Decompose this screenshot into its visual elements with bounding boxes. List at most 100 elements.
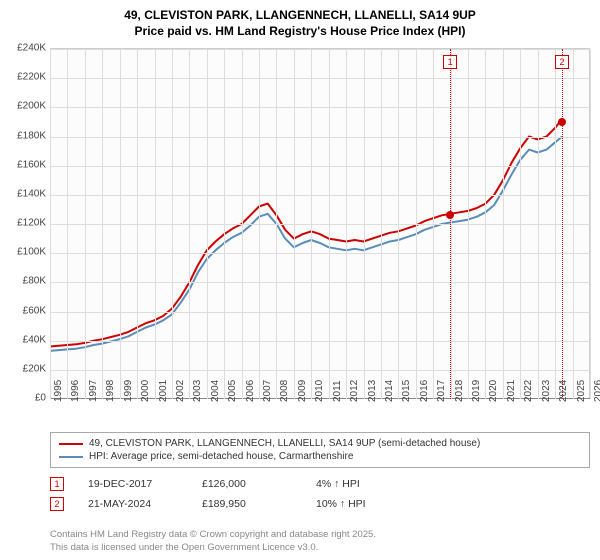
gridline-h [50,49,590,50]
x-axis-label: 2017 [436,380,447,402]
footer-line-1: Contains HM Land Registry data © Crown c… [50,529,376,541]
legend-label: HPI: Average price, semi-detached house,… [89,451,353,462]
x-axis-label: 2021 [506,380,517,402]
y-axis-label: £100K [17,247,46,258]
transaction-date: 21-MAY-2024 [88,498,178,510]
legend-box: 49, CLEVISTON PARK, LLANGENNECH, LLANELL… [50,432,590,468]
title-line-2: Price paid vs. HM Land Registry's House … [0,24,600,40]
x-axis-label: 1999 [123,380,134,402]
x-axis-label: 2025 [576,380,587,402]
gridline-v [172,49,173,399]
legend-swatch [59,443,83,445]
gridline-v [364,49,365,399]
x-axis-label: 2001 [158,380,169,402]
gridline-v [346,49,347,399]
marker-line [450,49,451,399]
x-axis-label: 2002 [175,380,186,402]
x-axis-label: 2019 [471,380,482,402]
x-axis-label: 2018 [454,380,465,402]
x-axis-label: 2013 [367,380,378,402]
y-axis-label: £40K [23,334,46,345]
x-axis-label: 2005 [227,380,238,402]
legend-row: 49, CLEVISTON PARK, LLANGENNECH, LLANELL… [59,437,581,450]
y-axis-label: £20K [23,363,46,374]
gridline-v [311,49,312,399]
gridline-v [294,49,295,399]
gridline-v [155,49,156,399]
gridline-v [137,49,138,399]
transaction-table: 119-DEC-2017£126,0004% ↑ HPI 2 21-MAY-2024… [50,474,590,514]
gridline-v [224,49,225,399]
y-axis-label: £60K [23,305,46,316]
gridline-v [381,49,382,399]
y-axis-label: £120K [17,218,46,229]
gridline-h [50,341,590,342]
gridline-v [102,49,103,399]
y-axis-label: £240K [17,43,46,54]
gridline-h [50,78,590,79]
y-axis-label: £200K [17,101,46,112]
x-axis-label: 2003 [192,380,203,402]
transaction-date: 19-DEC-2017 [88,478,178,490]
x-axis-label: 2007 [262,380,273,402]
x-axis-label: 1998 [105,380,116,402]
gridline-h [50,282,590,283]
y-axis-label: £80K [23,276,46,287]
gridline-h [50,166,590,167]
x-axis-label: 2015 [401,380,412,402]
x-axis-label: 2026 [593,380,600,402]
gridline-v [590,49,591,399]
gridline-v [259,49,260,399]
gridline-v [242,49,243,399]
gridline-h [50,195,590,196]
gridline-v [120,49,121,399]
gridline-h [50,253,590,254]
x-axis-label: 2008 [279,380,290,402]
chart-container: 49, CLEVISTON PARK, LLANGENNECH, LLANELL… [0,0,600,560]
gridline-v [503,49,504,399]
gridline-v [433,49,434,399]
x-axis-label: 2024 [558,380,569,402]
gridline-h [50,224,590,225]
y-axis-label: £220K [17,72,46,83]
gridline-h [50,312,590,313]
gridline-h [50,107,590,108]
marker-dot [558,118,566,126]
gridline-v [329,49,330,399]
gridline-v [276,49,277,399]
footer-line-2: This data is licensed under the Open Gov… [50,542,376,554]
gridline-v [67,49,68,399]
gridline-v [555,49,556,399]
legend-area: 49, CLEVISTON PARK, LLANGENNECH, LLANELL… [50,432,590,514]
x-axis-label: 2014 [384,380,395,402]
marker-line [562,49,563,399]
gridline-h [50,137,590,138]
x-axis-label: 1996 [70,380,81,402]
legend-swatch [59,456,83,458]
x-axis-label: 2009 [297,380,308,402]
gridline-v [485,49,486,399]
x-axis-label: 2023 [541,380,552,402]
gridline-v [520,49,521,399]
gridline-v [416,49,417,399]
footer: Contains HM Land Registry data © Crown c… [50,529,376,554]
gridline-v [538,49,539,399]
plot-region: 12 [50,48,590,398]
gridline-v [85,49,86,399]
marker-box: 2 [555,55,569,69]
chart-title: 49, CLEVISTON PARK, LLANGENNECH, LLANELL… [0,0,600,39]
gridline-v [189,49,190,399]
transaction-marker: 2 [50,497,64,511]
x-axis-label: 2006 [245,380,256,402]
transaction-price: £189,950 [202,498,292,510]
x-axis-label: 2016 [419,380,430,402]
y-axis-label: £0 [35,393,46,404]
gridline-v [573,49,574,399]
x-axis-label: 1995 [53,380,64,402]
transaction-row: 221-MAY-2024£189,95010% ↑ HPI [50,494,590,514]
transaction-row: 119-DEC-2017£126,0004% ↑ HPI [50,474,590,494]
gridline-v [207,49,208,399]
marker-box: 1 [443,55,457,69]
x-axis-label: 2022 [523,380,534,402]
x-axis-label: 2012 [349,380,360,402]
